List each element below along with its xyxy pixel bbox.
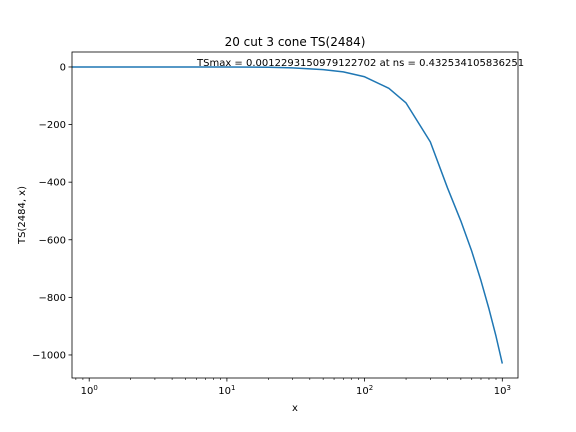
tsmax-annotation: TSmax = 0.0012293150979122702 at ns = 0.… (196, 58, 524, 69)
x-axis: 100 101 102 103 (75, 378, 511, 397)
chart-title: 20 cut 3 cone TS(2484) (225, 35, 366, 49)
y-tick-label: −1000 (32, 350, 66, 361)
y-axis: 0 −200 −400 −600 −800 −1000 (32, 62, 72, 361)
y-tick-label: −200 (39, 120, 66, 131)
y-tick-label: 0 (60, 62, 66, 73)
series-line-0 (72, 66, 504, 364)
x-axis-label: x (292, 403, 298, 414)
y-tick-label: −800 (39, 293, 66, 304)
plot-area (72, 66, 504, 364)
y-tick-label: −600 (39, 235, 66, 246)
y-tick-label: −400 (39, 178, 66, 189)
y-axis-label: TS(2484, x) (17, 186, 28, 245)
axes-frame (71, 51, 519, 379)
